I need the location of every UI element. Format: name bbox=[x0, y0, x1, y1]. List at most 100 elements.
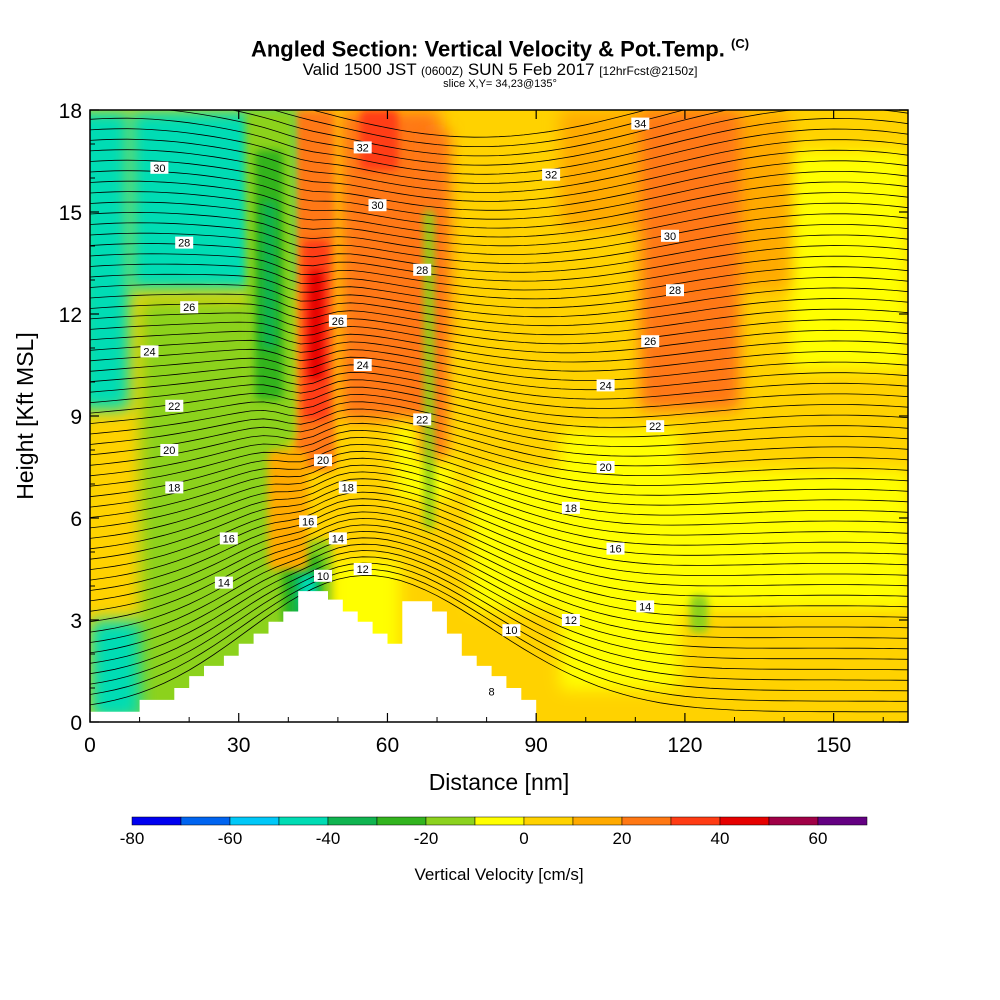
forecast-info: [12hrFcst@2150z] bbox=[599, 64, 698, 78]
colorbar-tick-label: -40 bbox=[316, 829, 341, 848]
y-tick-label: 15 bbox=[59, 202, 82, 225]
contour-label: 20 bbox=[317, 455, 329, 467]
contour-label: 30 bbox=[664, 231, 676, 243]
contour-label: 16 bbox=[302, 516, 314, 528]
valid-date: SUN 5 Feb 2017 bbox=[467, 60, 595, 79]
contour-label: 8 bbox=[489, 686, 495, 698]
theta-contour-line bbox=[230, 110, 729, 157]
potential-temperature-contours bbox=[90, 110, 908, 713]
theta-contour-line bbox=[164, 110, 908, 166]
y-tick-label: 0 bbox=[70, 712, 82, 735]
colorbar-segment bbox=[817, 816, 868, 826]
theta-contour-line bbox=[90, 408, 908, 457]
theta-contour-line bbox=[90, 364, 908, 400]
theta-contour-line bbox=[90, 436, 908, 496]
theta-contour-line bbox=[272, 110, 686, 148]
chart-title: Angled Section: Vertical Velocity & Pot.… bbox=[0, 36, 1000, 62]
theta-contour-line bbox=[90, 415, 908, 467]
x-tick-label: 30 bbox=[227, 734, 250, 757]
theta-contour-line bbox=[90, 293, 908, 327]
contour-label-box bbox=[596, 461, 615, 473]
contour-label-box bbox=[299, 515, 318, 528]
theta-contour-line bbox=[90, 273, 908, 309]
theta-contour-line bbox=[90, 401, 908, 447]
theta-contour-line bbox=[90, 283, 908, 318]
contour-label: 14 bbox=[639, 601, 651, 613]
contour-label-box bbox=[328, 314, 347, 327]
x-tick-label: 90 bbox=[525, 734, 548, 757]
contour-label-box bbox=[140, 345, 159, 358]
theta-contour-line bbox=[90, 312, 908, 345]
theta-contour-line bbox=[90, 386, 908, 428]
chart-title-main: Angled Section: Vertical Velocity & Pot.… bbox=[250, 36, 725, 62]
colorbar-segment bbox=[474, 816, 525, 826]
contour-label: 24 bbox=[599, 380, 611, 392]
colorbar-segment bbox=[131, 816, 182, 826]
contour-label: 20 bbox=[599, 462, 611, 474]
theta-contour-line bbox=[90, 556, 908, 681]
slice-info: slice X,Y= 34,23@135° bbox=[443, 78, 557, 90]
theta-contour-line bbox=[90, 128, 908, 184]
theta-contour-line bbox=[90, 303, 908, 336]
valid-prefix: Valid 1500 JST bbox=[302, 60, 417, 79]
contour-labels: 34 32 32 30 30 30 28 28 28 26 26 26 24 24 24 22 22 22 20 20… bbox=[140, 117, 684, 698]
theta-contour-line bbox=[90, 170, 908, 220]
theta-contour-line bbox=[90, 222, 908, 264]
contour-label: 30 bbox=[371, 200, 383, 212]
theta-contour-line bbox=[90, 371, 908, 409]
theta-contour-line bbox=[90, 330, 908, 363]
theta-contour-line bbox=[90, 550, 908, 671]
theta-contour-line bbox=[311, 110, 648, 138]
contour-label-box bbox=[165, 481, 184, 494]
contour-label: 30 bbox=[153, 163, 165, 175]
y-axis: 0 3 6 9 12 15 18 bbox=[59, 100, 908, 735]
theta-contour-line bbox=[90, 394, 908, 438]
contour-label: 24 bbox=[143, 346, 155, 358]
field-cell-yellow bbox=[470, 470, 908, 610]
field-cell-red bbox=[360, 110, 398, 170]
field-cell-dark-red bbox=[309, 270, 323, 380]
contour-label: 28 bbox=[669, 285, 681, 297]
theta-contour-line bbox=[90, 450, 908, 516]
contour-label-box bbox=[368, 199, 387, 212]
theta-contour-line bbox=[90, 201, 908, 247]
theta-contour-line bbox=[90, 149, 908, 202]
contour-label-box bbox=[606, 542, 625, 555]
contour-label: 24 bbox=[357, 360, 369, 372]
colorbar-tick-label: 60 bbox=[809, 829, 828, 848]
y-tick-label: 18 bbox=[59, 100, 82, 123]
field-cell-dark-green bbox=[262, 200, 276, 350]
contour-label-box bbox=[219, 532, 238, 545]
colorbar-segment bbox=[768, 816, 819, 826]
contour-label-box bbox=[353, 563, 372, 575]
theta-contour-line bbox=[90, 253, 908, 291]
theta-contour-line bbox=[90, 562, 908, 692]
contour-label-box bbox=[328, 532, 347, 545]
theta-contour-line bbox=[90, 321, 908, 354]
contour-label: 28 bbox=[178, 238, 190, 250]
field-cell-orange bbox=[268, 450, 308, 570]
theta-contour-line bbox=[90, 117, 908, 175]
contour-label-box bbox=[666, 284, 684, 297]
contour-label-box bbox=[160, 444, 179, 456]
contour-label: 26 bbox=[644, 336, 656, 348]
contour-label-box bbox=[353, 141, 372, 154]
contour-label-box bbox=[646, 420, 665, 433]
colorbar-segment bbox=[425, 816, 476, 826]
colorbar-segment bbox=[327, 816, 378, 826]
colorbar-tick-label: -20 bbox=[414, 829, 439, 848]
colorbar-tick-label: 40 bbox=[711, 829, 730, 848]
contour-label: 12 bbox=[565, 615, 577, 627]
contour-label: 22 bbox=[416, 414, 428, 426]
contour-label: 10 bbox=[505, 625, 517, 637]
field-cell-light-green bbox=[690, 595, 708, 633]
theta-contour-line bbox=[90, 211, 908, 256]
contour-label-box bbox=[413, 413, 432, 426]
theta-contour-line bbox=[90, 379, 908, 419]
contour-label: 32 bbox=[357, 142, 369, 154]
y-tick-label: 3 bbox=[70, 610, 82, 633]
plot-area: 34 32 32 30 30 30 28 28 28 26 26 26 24 24 24 22 22 22 20 20… bbox=[90, 110, 908, 722]
theta-contour-line bbox=[90, 575, 908, 713]
contour-label: 14 bbox=[332, 533, 344, 545]
